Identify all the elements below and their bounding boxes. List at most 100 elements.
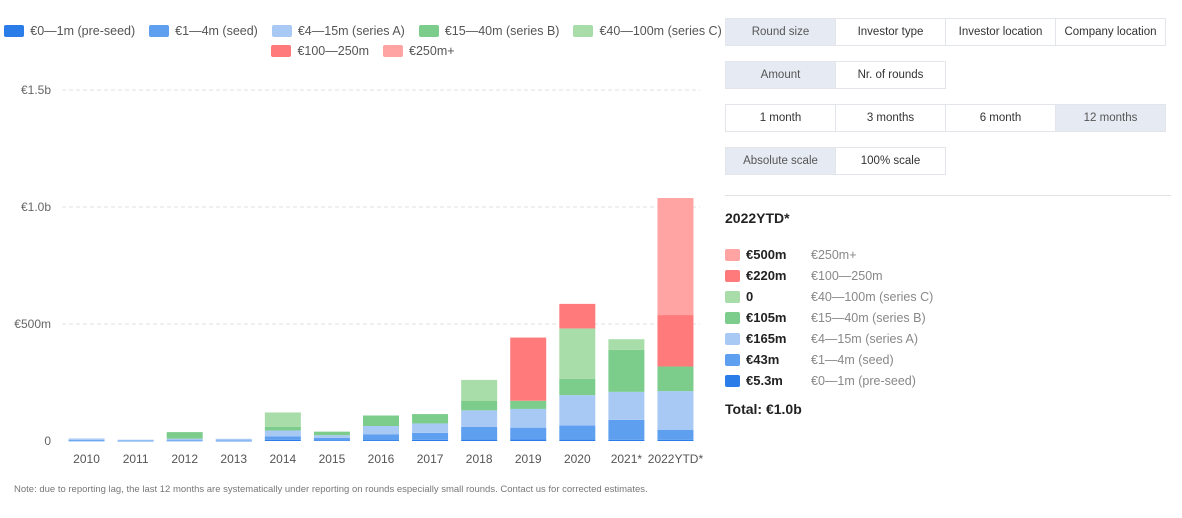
bar-segment[interactable] bbox=[559, 303, 596, 329]
bar-segment[interactable] bbox=[264, 439, 301, 441]
legend-item[interactable]: €100—250m bbox=[271, 44, 369, 58]
bar-segment[interactable] bbox=[215, 440, 252, 441]
round-size-button[interactable]: Round size bbox=[725, 18, 836, 46]
summary-swatch bbox=[725, 311, 740, 324]
bar-segment[interactable] bbox=[657, 198, 694, 316]
amount-button[interactable]: Amount bbox=[725, 61, 836, 89]
bar-segment[interactable] bbox=[510, 400, 547, 409]
bar-segment[interactable] bbox=[510, 427, 547, 440]
bar-segment[interactable] bbox=[412, 423, 449, 433]
legend-label: €40—100m (series C) bbox=[599, 24, 722, 38]
bar-segment[interactable] bbox=[559, 378, 596, 396]
bar-segment[interactable] bbox=[363, 426, 399, 435]
bar-segment[interactable] bbox=[657, 315, 694, 367]
bar-segment[interactable] bbox=[608, 391, 645, 420]
y-tick-label: €500m bbox=[14, 317, 51, 331]
summary-swatch bbox=[725, 290, 740, 303]
bar-segment[interactable] bbox=[461, 439, 498, 441]
bar-segment[interactable] bbox=[657, 439, 694, 441]
bar-segment[interactable] bbox=[264, 426, 301, 431]
bar-segment[interactable] bbox=[313, 440, 350, 441]
summary-swatch bbox=[725, 269, 740, 282]
bar-segment[interactable] bbox=[461, 400, 498, 411]
y-tick-label: 0 bbox=[44, 434, 51, 448]
bar-segment[interactable] bbox=[166, 432, 203, 439]
legend-swatch bbox=[573, 25, 594, 37]
bar-segment[interactable] bbox=[68, 438, 105, 440]
legend-item[interactable]: €40—100m (series C) bbox=[573, 24, 722, 38]
bar-segment[interactable] bbox=[313, 437, 350, 441]
bar-segment[interactable] bbox=[657, 429, 694, 440]
bar-segment[interactable] bbox=[166, 440, 203, 441]
x-tick-label: 2010 bbox=[73, 452, 100, 466]
bar-segment[interactable] bbox=[657, 391, 694, 430]
bar-segment[interactable] bbox=[264, 412, 301, 427]
legend-label: €1—4m (seed) bbox=[175, 24, 258, 38]
1-month-button[interactable]: 1 month bbox=[725, 104, 836, 132]
bar-segment[interactable] bbox=[510, 337, 547, 401]
investor-type-button[interactable]: Investor type bbox=[835, 18, 946, 46]
legend-item[interactable]: €1—4m (seed) bbox=[149, 24, 258, 38]
bar-segment[interactable] bbox=[166, 440, 203, 442]
summary-label: €0—1m (pre-seed) bbox=[811, 373, 916, 388]
bar-segment[interactable] bbox=[559, 425, 596, 440]
bar-segment[interactable] bbox=[657, 366, 694, 392]
bar-segment[interactable] bbox=[363, 415, 399, 427]
x-tick-label: 2020 bbox=[564, 452, 591, 466]
summary-value: €500m bbox=[746, 247, 787, 262]
summary-row: €5.3m €0—1m (pre-seed) bbox=[725, 370, 1171, 391]
bar-segment[interactable] bbox=[559, 439, 596, 441]
bar-segment[interactable] bbox=[215, 440, 252, 442]
bar-segment[interactable] bbox=[363, 440, 399, 441]
nr-of-rounds-button[interactable]: Nr. of rounds bbox=[835, 61, 946, 89]
summary-year: 2022YTD* bbox=[725, 210, 790, 226]
legend-row: €100—250m €250m+ bbox=[18, 44, 708, 58]
bar-segment[interactable] bbox=[608, 349, 645, 392]
legend-swatch bbox=[271, 45, 292, 57]
summary-label: €100—250m bbox=[811, 268, 883, 283]
bar-segment[interactable] bbox=[215, 438, 252, 441]
12-months-button[interactable]: 12 months bbox=[1055, 104, 1166, 132]
summary-label: €250m+ bbox=[811, 247, 857, 262]
100-percent-scale-button[interactable]: 100% scale bbox=[835, 147, 946, 175]
legend-item[interactable]: €4—15m (series A) bbox=[271, 24, 405, 38]
bar-segment[interactable] bbox=[166, 438, 203, 441]
investor-location-button[interactable]: Investor location bbox=[945, 18, 1056, 46]
bar-segment[interactable] bbox=[559, 395, 596, 426]
bar-segment[interactable] bbox=[510, 439, 547, 441]
legend-item[interactable]: €0—1m (pre-seed) bbox=[4, 24, 135, 38]
absolute-scale-button[interactable]: Absolute scale bbox=[725, 147, 836, 175]
legend-label: €4—15m (series A) bbox=[297, 24, 405, 38]
bar-segment[interactable] bbox=[608, 419, 645, 440]
legend-label: €15—40m (series B) bbox=[444, 24, 560, 38]
legend-item[interactable]: €15—40m (series B) bbox=[418, 24, 560, 38]
3-months-button[interactable]: 3 months bbox=[835, 104, 946, 132]
bar-segment[interactable] bbox=[461, 426, 498, 440]
6-month-button[interactable]: 6 month bbox=[945, 104, 1056, 132]
bar-segment[interactable] bbox=[559, 328, 596, 379]
bar-segment[interactable] bbox=[412, 439, 449, 441]
bar-segment[interactable] bbox=[412, 432, 449, 440]
bar-segment[interactable] bbox=[117, 439, 154, 441]
bar-segment[interactable] bbox=[510, 408, 547, 428]
bar-segment[interactable] bbox=[363, 434, 399, 441]
bar-segment[interactable] bbox=[264, 430, 301, 437]
x-tick-label: 2015 bbox=[319, 452, 346, 466]
legend-item[interactable]: €250m+ bbox=[383, 44, 455, 58]
bar-segment[interactable] bbox=[68, 440, 105, 442]
bar-segment[interactable] bbox=[264, 436, 301, 440]
bar-segment[interactable] bbox=[117, 440, 154, 442]
legend-swatch bbox=[418, 25, 439, 37]
bar-segment[interactable] bbox=[313, 431, 350, 436]
summary-value: €165m bbox=[746, 331, 787, 346]
summary-value: €43m bbox=[746, 352, 780, 367]
bar-segment[interactable] bbox=[461, 410, 498, 427]
bar-segment[interactable] bbox=[608, 439, 645, 441]
bar-segment[interactable] bbox=[313, 435, 350, 438]
bar-segment[interactable] bbox=[412, 414, 449, 424]
bar-segment[interactable] bbox=[608, 339, 645, 350]
bar-segment[interactable] bbox=[461, 379, 498, 401]
bar-segment[interactable] bbox=[68, 439, 105, 441]
bar-segment[interactable] bbox=[117, 440, 154, 441]
company-location-button[interactable]: Company location bbox=[1055, 18, 1166, 46]
